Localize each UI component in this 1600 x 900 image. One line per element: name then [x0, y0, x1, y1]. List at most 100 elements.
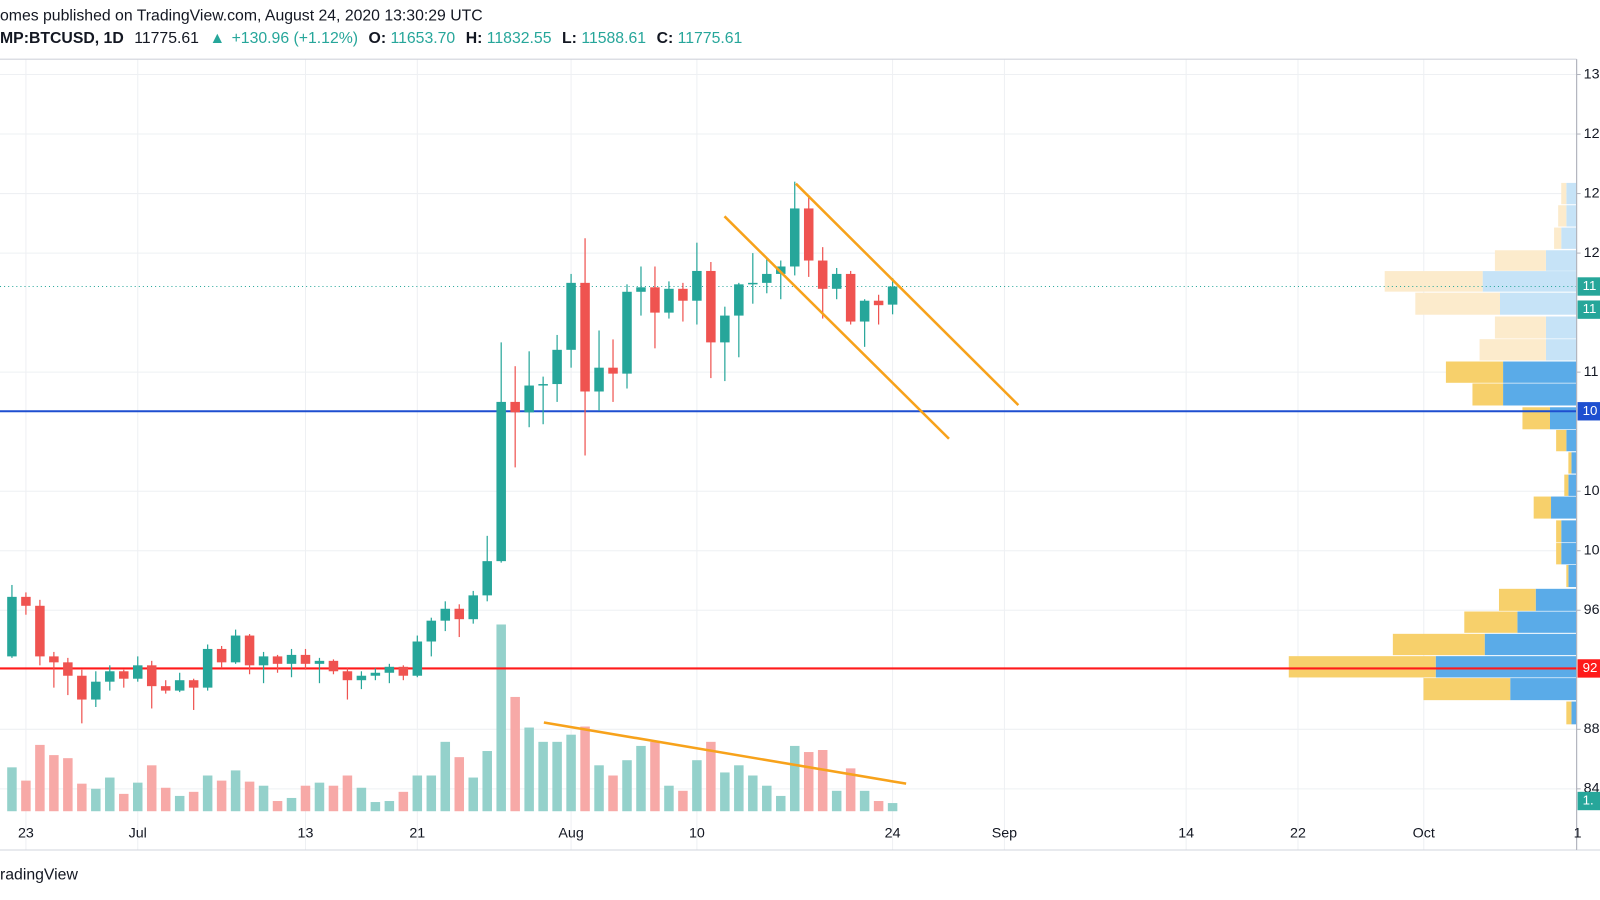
candle-body — [216, 648, 227, 663]
candle-body — [202, 648, 213, 688]
candle-body — [678, 288, 688, 301]
volume-bar — [803, 752, 814, 812]
candle-body — [342, 671, 353, 681]
candle-body — [762, 273, 772, 283]
volume-bar — [776, 795, 786, 812]
profile-down — [1556, 429, 1567, 452]
close-tag: 11 — [1583, 278, 1597, 293]
volume-bar — [314, 782, 325, 812]
volume-bar — [342, 775, 353, 812]
volume-bar — [21, 780, 31, 812]
level-tag: 10 — [1583, 403, 1598, 418]
volume-bar — [817, 750, 828, 812]
candle-body — [426, 620, 437, 642]
candle-body — [510, 401, 520, 413]
x-tick-label: 24 — [885, 825, 901, 841]
volume-bar — [789, 745, 800, 812]
profile-up — [1545, 250, 1577, 271]
volume-bar — [454, 757, 465, 812]
profile-up — [1561, 543, 1577, 565]
last-price: 11775.61 — [134, 30, 199, 47]
candle-body — [873, 300, 884, 306]
volume-bar — [692, 760, 702, 812]
volume-profile — [1288, 182, 1577, 725]
volume-bar — [566, 734, 576, 812]
profile-down — [1498, 588, 1536, 611]
volume-bar — [160, 787, 171, 812]
volume-bar — [370, 802, 381, 812]
volume-bar — [762, 785, 772, 812]
profile-up — [1484, 633, 1577, 656]
volume-bar — [720, 772, 730, 812]
volume-bar — [412, 775, 423, 812]
y-tick-label: 11 — [1584, 364, 1599, 380]
profile-up — [1550, 407, 1577, 430]
x-tick-label: 22 — [1290, 825, 1306, 841]
volume-bar — [734, 765, 744, 812]
candle-body — [720, 315, 730, 343]
x-tick-label: 14 — [1178, 825, 1194, 841]
volume-bar — [524, 727, 534, 812]
candle-body — [91, 681, 101, 700]
volume-bar — [132, 782, 143, 812]
candle-body — [817, 260, 828, 289]
profile-up — [1500, 292, 1577, 315]
volume-bar — [272, 801, 283, 812]
volume-bar — [650, 741, 660, 812]
profile-down — [1566, 701, 1572, 725]
x-tick-label: 10 — [689, 825, 705, 841]
x-tick-label: Jul — [129, 825, 147, 841]
candle-body — [146, 665, 157, 687]
level-tag-bg — [1577, 659, 1600, 678]
volume-bar — [328, 785, 339, 812]
candle-body — [789, 208, 800, 267]
y-tick-label: 88 — [1584, 721, 1600, 737]
price-tag-bg — [1577, 300, 1600, 319]
high-value: 11832.55 — [487, 30, 552, 47]
candle-body — [650, 287, 660, 313]
profile-down — [1566, 565, 1569, 588]
volume-bar — [748, 775, 758, 812]
volume-bar — [859, 790, 870, 812]
candle-body — [258, 656, 269, 666]
volume-bar — [831, 790, 842, 812]
candle-body — [692, 270, 702, 301]
x-tick-label: 1 — [1574, 825, 1582, 841]
profile-up — [1517, 611, 1577, 633]
candle-body — [538, 384, 548, 386]
level-tag-bg — [1577, 402, 1600, 421]
footer: radingView — [0, 867, 78, 884]
candle-body — [496, 401, 506, 562]
symbol-line: MP:BTCUSD, 1D 11775.61 ▲ +130.96 (+1.12%… — [0, 30, 743, 47]
candle-body — [105, 671, 115, 682]
y-tick-label: 96 — [1584, 602, 1600, 618]
volume-bar — [384, 801, 395, 812]
candle-body — [524, 385, 534, 413]
candle-body — [454, 608, 465, 620]
volume-bar — [286, 797, 297, 812]
profile-down — [1392, 633, 1485, 656]
profile-down — [1522, 407, 1550, 430]
low-value: 11588.61 — [581, 30, 646, 47]
volume-bar — [244, 781, 255, 812]
candle-body — [803, 208, 814, 261]
candle-body — [887, 286, 898, 305]
profile-down — [1533, 496, 1552, 519]
volume-bar — [664, 785, 674, 812]
candle-body — [482, 561, 492, 596]
profile-down — [1384, 271, 1483, 292]
volume-bar — [300, 785, 311, 812]
open-value: 11653.70 — [391, 30, 456, 47]
close-tag-bg — [1577, 277, 1600, 296]
candle-body — [7, 596, 17, 657]
candle-body — [748, 282, 758, 285]
profile-down — [1556, 543, 1562, 565]
candle-body — [440, 608, 451, 621]
low-label: L: — [562, 30, 577, 47]
candle-body — [636, 287, 646, 292]
profile-up — [1435, 656, 1577, 678]
volume-bar — [398, 791, 409, 812]
volume-bar — [216, 780, 227, 812]
profile-up — [1503, 383, 1577, 406]
profile-up — [1482, 271, 1577, 292]
